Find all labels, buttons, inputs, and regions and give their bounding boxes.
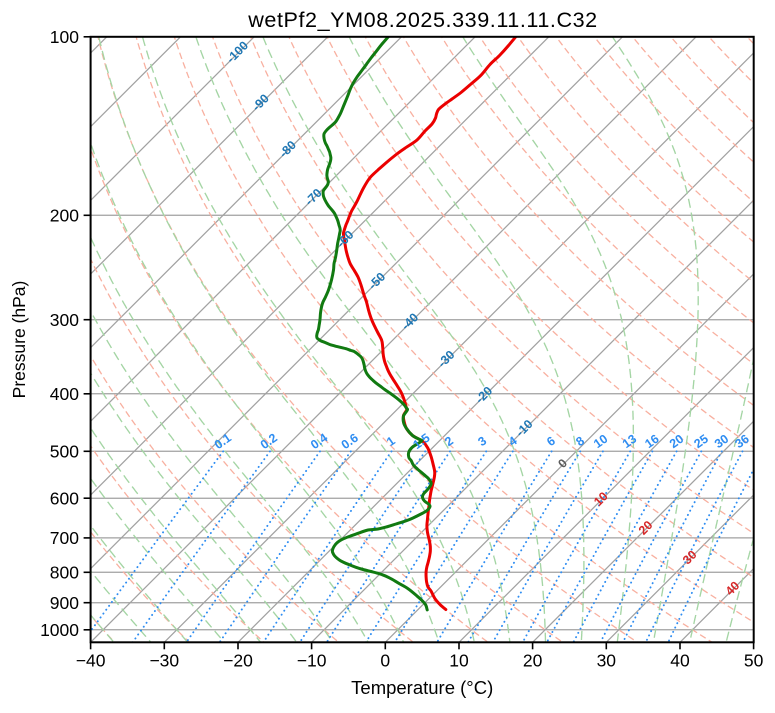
svg-text:300: 300 xyxy=(50,310,79,330)
svg-text:25: 25 xyxy=(692,432,711,451)
svg-text:−30: −30 xyxy=(149,651,179,671)
svg-text:10: 10 xyxy=(449,651,469,671)
svg-text:50: 50 xyxy=(744,651,764,671)
svg-text:500: 500 xyxy=(50,442,79,462)
svg-text:1000: 1000 xyxy=(40,620,79,640)
svg-text:16: 16 xyxy=(642,432,661,451)
svg-text:400: 400 xyxy=(50,384,79,404)
svg-text:20: 20 xyxy=(523,651,543,671)
svg-text:30: 30 xyxy=(597,651,617,671)
svg-text:900: 900 xyxy=(50,593,79,613)
svg-text:700: 700 xyxy=(50,528,79,548)
svg-text:0: 0 xyxy=(380,651,390,671)
svg-text:600: 600 xyxy=(50,489,79,509)
svg-text:100: 100 xyxy=(50,27,79,47)
svg-text:800: 800 xyxy=(50,563,79,583)
svg-text:Temperature (°C): Temperature (°C) xyxy=(351,677,493,698)
svg-text:36: 36 xyxy=(732,432,751,451)
svg-text:30: 30 xyxy=(712,432,731,451)
svg-text:200: 200 xyxy=(50,206,79,226)
svg-text:−20: −20 xyxy=(223,651,253,671)
svg-text:10: 10 xyxy=(591,432,610,451)
svg-text:20: 20 xyxy=(667,432,686,451)
svg-text:−40: −40 xyxy=(76,651,106,671)
svg-text:Pressure (hPa): Pressure (hPa) xyxy=(9,281,29,399)
svg-text:wetPf2_YM08.2025.339.11.11.C32: wetPf2_YM08.2025.339.11.11.C32 xyxy=(247,7,597,32)
svg-text:−10: −10 xyxy=(297,651,327,671)
svg-text:13: 13 xyxy=(620,432,639,451)
svg-text:40: 40 xyxy=(670,651,690,671)
